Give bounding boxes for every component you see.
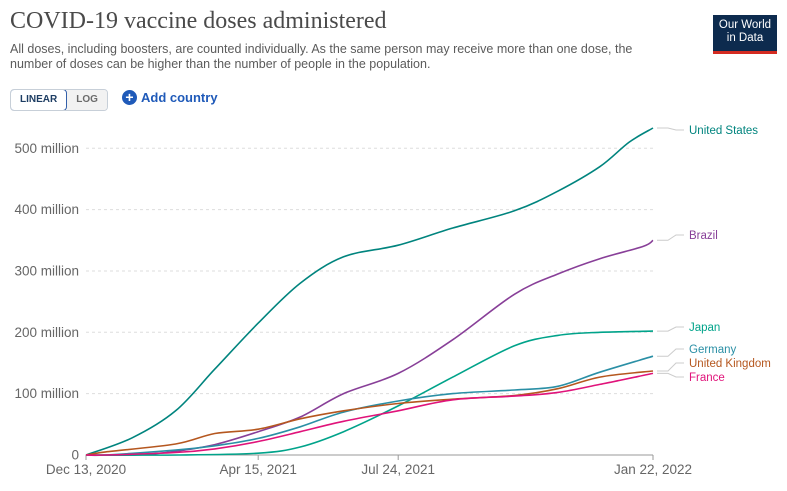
series-connector-japan	[657, 326, 684, 332]
series-label-united-kingdom: United Kingdom	[689, 358, 771, 370]
y-tick-label: 200 million	[14, 325, 79, 340]
series-line-united-states	[85, 127, 654, 456]
series-connector-france	[657, 372, 684, 378]
y-tick-label: 0	[71, 448, 79, 463]
series-label-germany: Germany	[689, 344, 737, 356]
y-tick-label: 100 million	[14, 386, 79, 401]
series-label-united-states: United States	[689, 125, 758, 137]
series-connector-united-states	[657, 127, 684, 131]
logo-line-1: Our World	[718, 19, 772, 31]
series-connector-brazil	[657, 234, 684, 241]
series-label-japan: Japan	[689, 322, 720, 334]
series-line-france	[85, 372, 654, 456]
plus-circle-icon: +	[122, 90, 137, 105]
series-line-brazil	[85, 239, 654, 457]
scale-toggle: LINEAR LOG	[10, 89, 108, 111]
logo-accent-bar	[713, 51, 777, 54]
linear-scale-button[interactable]: LINEAR	[10, 90, 68, 110]
series-label-france: France	[689, 372, 725, 384]
series-line-united-kingdom	[85, 370, 654, 456]
y-tick-label: 300 million	[14, 263, 79, 278]
series-label-brazil: Brazil	[689, 230, 718, 242]
logo-line-2: in Data	[726, 32, 764, 44]
log-scale-button[interactable]: LOG	[67, 90, 107, 110]
series-line-japan	[85, 330, 654, 456]
series-connector-germany	[657, 348, 684, 357]
y-tick-label: 400 million	[14, 202, 79, 217]
y-tick-label: 500 million	[14, 141, 79, 156]
chart-title: COVID-19 vaccine doses administered	[10, 8, 387, 34]
series-line-germany	[85, 355, 654, 457]
chart-subtitle: All doses, including boosters, are count…	[10, 42, 633, 71]
add-country-button[interactable]: + Add country	[122, 90, 218, 105]
series-connector-united-kingdom	[657, 362, 684, 372]
add-country-label: Add country	[141, 90, 218, 105]
owid-logo[interactable]: Our World in Data	[713, 15, 777, 51]
x-tick-label: Dec 13, 2020	[46, 462, 126, 477]
x-tick-label: Jan 22, 2022	[614, 462, 692, 477]
x-tick-label: Apr 15, 2021	[220, 462, 297, 477]
x-tick-label: Jul 24, 2021	[361, 462, 435, 477]
